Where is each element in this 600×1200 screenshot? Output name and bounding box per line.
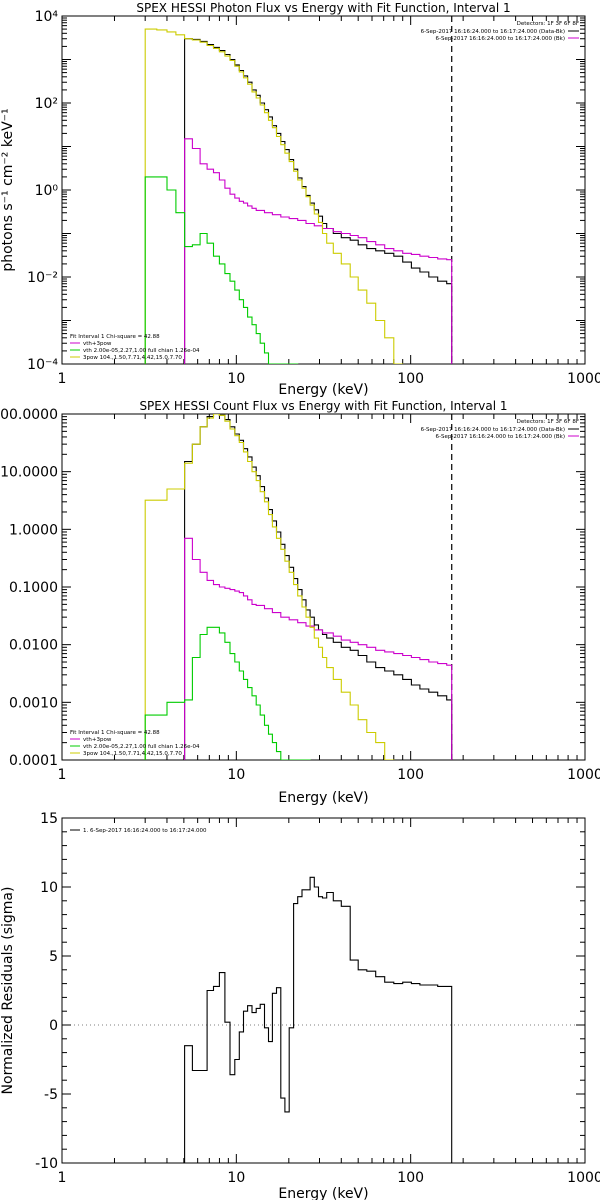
photon-xlabel: Energy (keV) bbox=[278, 382, 368, 398]
count-series-3 bbox=[144, 626, 311, 760]
photon-legend-left-item: 3pow 104.,1.50,7.71,4.42,15.0,7.70 bbox=[83, 355, 182, 361]
photon-ytick-label: 10⁴ bbox=[35, 9, 59, 25]
photon-legend-left-item: vth+3pow bbox=[83, 341, 112, 347]
photon-ytick-label: 10⁰ bbox=[35, 183, 59, 199]
resid-ytick-label: 10 bbox=[40, 880, 58, 896]
count-series-0 bbox=[184, 414, 453, 760]
photon-ylabel: photons s⁻¹ cm⁻² keV⁻¹ bbox=[0, 108, 16, 271]
count-legend-left-item: 3pow 104.,1.50,7.71,4.42,15.0,7.70 bbox=[83, 751, 182, 757]
resid-ylabel: Normalized Residuals (sigma) bbox=[0, 887, 16, 1095]
photon-xtick-label: 100 bbox=[397, 371, 424, 387]
resid-xtick-label: 10 bbox=[227, 1170, 245, 1186]
photon-series-1 bbox=[184, 138, 453, 364]
photon-chart: 1 10 100 1000 10⁻⁴ 10⁻² 10⁰ 10² 10⁴ SPEX HESSI Ph… bbox=[0, 1, 600, 398]
resid-ytick-label: 5 bbox=[49, 949, 58, 965]
count-xtick-label: 1000 bbox=[567, 767, 600, 783]
count-fit-interval-label: Fit Interval 1 Chi-square = 42.88 bbox=[70, 730, 160, 736]
count-legend-right-item: 6-Sep-2017 16:16:24.000 to 16:17:24.000 … bbox=[436, 434, 566, 440]
resid-xlabel: Energy (keV) bbox=[278, 1186, 368, 1200]
resid-xtick-label: 100 bbox=[397, 1170, 424, 1186]
photon-title: SPEX HESSI Photon Flux vs Energy with Fi… bbox=[136, 1, 510, 15]
count-plot-frame bbox=[61, 413, 586, 761]
count-series-2 bbox=[144, 414, 395, 760]
count-title: SPEX HESSI Count Flux vs Energy with Fit… bbox=[139, 399, 507, 413]
photon-ytick-label: 10² bbox=[35, 96, 58, 112]
count-ytick-label: 10.0000 bbox=[0, 465, 58, 481]
count-ytick-label: 0.1000 bbox=[9, 580, 58, 596]
resid-ytick-label: -5 bbox=[44, 1087, 58, 1103]
resid-legend-left-item: 1. 6-Sep-2017 16:16:24.000 to 16:17:24.0… bbox=[83, 828, 207, 834]
count-ytick-label: 0.0010 bbox=[9, 695, 58, 711]
count-ytick-label: 1.0000 bbox=[9, 522, 58, 538]
photon-ytick-label: 10⁻² bbox=[27, 270, 58, 286]
photon-plot-frame bbox=[61, 15, 586, 365]
photon-series-0 bbox=[184, 38, 453, 364]
resid-ytick-label: 15 bbox=[40, 811, 58, 827]
resid-chart: 1 10 100 1000 -10 -5 0 5 10 15 Energy (keV) Normali… bbox=[0, 811, 600, 1200]
count-legend-left-item: vth+3pow bbox=[83, 737, 112, 743]
resid-ytick-label: -10 bbox=[35, 1156, 58, 1172]
count-xtick-label: 100 bbox=[397, 767, 424, 783]
photon-legend-right-item: 6-Sep-2017 16:16:24.000 to 16:17:24.000 … bbox=[436, 36, 566, 42]
count-legend-right-item: 6-Sep-2017 16:16:24.000 to 16:17:24.000 … bbox=[421, 427, 565, 433]
count-series-1 bbox=[184, 537, 453, 760]
resid-ytick-label: 0 bbox=[49, 1018, 58, 1034]
photon-xtick-label: 10 bbox=[227, 371, 245, 387]
photon-xtick-label: 1000 bbox=[567, 371, 600, 387]
count-xtick-label: 10 bbox=[227, 767, 245, 783]
resid-plot-frame bbox=[61, 817, 586, 1164]
photon-legend-left-item: vth 2.00e-05,2.27,1.00 full chian 1.26e-… bbox=[83, 348, 200, 354]
count-legend-left-item: vth 2.00e-05,2.27,1.00 full chian 1.26e-… bbox=[83, 744, 200, 750]
photon-detectors-label: Detectors: 1F 3F 6F 8F bbox=[517, 21, 579, 27]
photon-fit-interval-label: Fit Interval 1 Chi-square = 42.88 bbox=[70, 334, 160, 340]
resid-series-0 bbox=[184, 876, 453, 1163]
count-xtick-label: 1 bbox=[58, 767, 67, 783]
resid-xtick-label: 1000 bbox=[567, 1170, 600, 1186]
count-ytick-label: 0.0100 bbox=[9, 638, 58, 654]
photon-series-3 bbox=[144, 176, 299, 364]
count-xlabel: Energy (keV) bbox=[278, 790, 368, 806]
count-ytick-label: 0.0001 bbox=[9, 753, 58, 769]
count-detectors-label: Detectors: 1F 3F 6F 8F bbox=[517, 419, 579, 425]
count-chart: 1 10 100 1000 0.0001 0.0010 0.0100 0.1000 1.0000… bbox=[0, 399, 600, 806]
photon-series-2 bbox=[144, 28, 404, 364]
photon-xtick-label: 1 bbox=[58, 371, 67, 387]
count-ytick-label: 100.0000 bbox=[0, 407, 58, 423]
photon-legend-right-item: 6-Sep-2017 16:16:24.000 to 16:17:24.000 … bbox=[421, 29, 565, 35]
resid-xtick-label: 1 bbox=[58, 1170, 67, 1186]
photon-ytick-label: 10⁻⁴ bbox=[27, 357, 58, 373]
